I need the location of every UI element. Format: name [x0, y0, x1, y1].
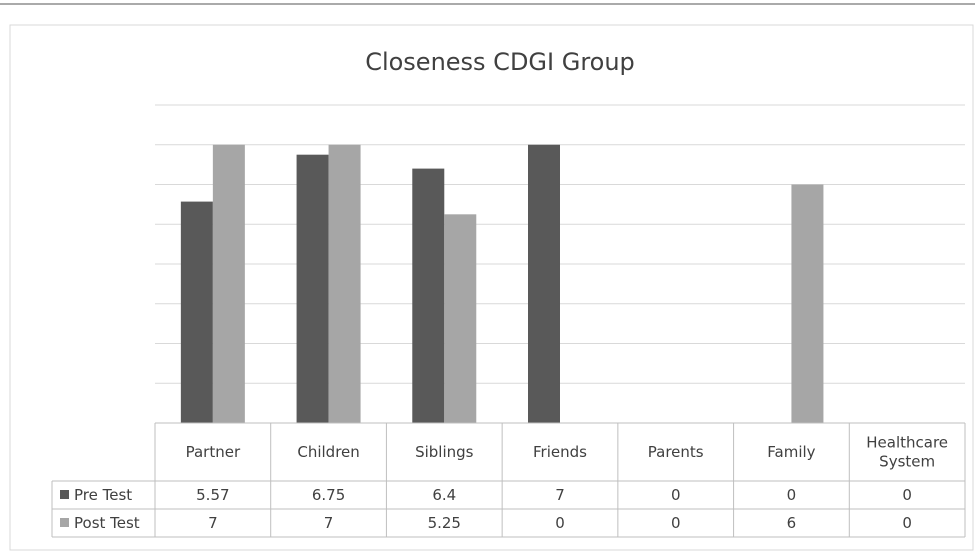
category-label: Parents [648, 443, 704, 461]
bar-pre-test [412, 168, 445, 423]
data-label: 7 [208, 514, 218, 532]
bar-pre-test [528, 144, 560, 423]
data-label: 0 [555, 514, 565, 532]
series-label: Pre Test [74, 486, 132, 504]
bar-post-test [212, 144, 245, 423]
category-label: Friends [533, 443, 587, 461]
bar-post-test [444, 214, 477, 423]
data-label: 0 [787, 486, 797, 504]
data-label: 6.4 [432, 486, 456, 504]
legend-key [60, 518, 69, 527]
data-label: 7 [324, 514, 334, 532]
data-label: 0 [902, 486, 912, 504]
category-label: Family [767, 443, 815, 461]
data-label: 6 [787, 514, 797, 532]
data-label: 0 [671, 486, 681, 504]
data-label: 5.57 [196, 486, 229, 504]
chart-title: Closeness CDGI Group [365, 48, 635, 76]
chart-area-border [9, 24, 974, 551]
data-label: 5.25 [428, 514, 461, 532]
data-label: 6.75 [312, 486, 345, 504]
bar-pre-test [180, 201, 213, 423]
bar-post-test [791, 184, 824, 423]
bar-pre-test [296, 154, 329, 423]
bars [180, 144, 824, 423]
category-label: Healthcare System [866, 434, 948, 471]
category-label: Siblings [415, 443, 474, 461]
data-table: Partner Children Siblings Friends Parents Fam… [51, 422, 966, 538]
data-label: 0 [902, 514, 912, 532]
legend-key [60, 490, 69, 499]
data-label: 0 [671, 514, 681, 532]
category-label: Children [297, 443, 359, 461]
category-label: Partner [186, 443, 241, 461]
data-label: 7 [555, 486, 565, 504]
series-label: Post Test [74, 514, 140, 532]
bar-post-test [328, 144, 361, 423]
